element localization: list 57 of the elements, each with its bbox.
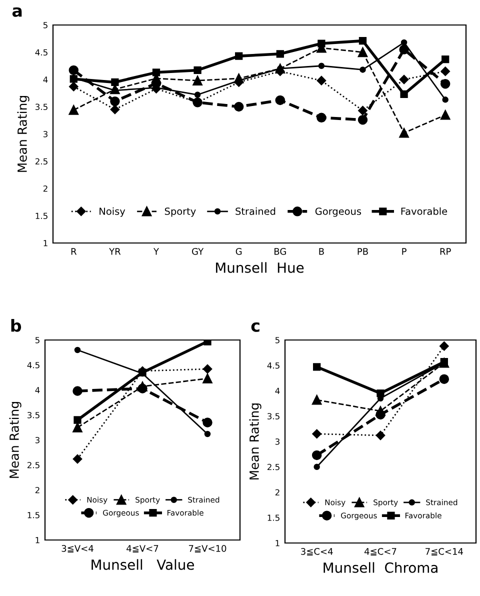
- x-axis-title: Munsell Hue: [216, 262, 304, 273]
- y-tick-label: 3.5: [36, 104, 48, 110]
- y-tick-label: 1: [44, 240, 48, 246]
- y-axis-title: Mean Rating: [249, 403, 262, 480]
- x-tick-label: G: [236, 248, 242, 255]
- y-tick-label: 4.5: [267, 362, 280, 369]
- y-axis-title: Mean Rating: [9, 402, 22, 478]
- y-tick-label: 1.5: [28, 512, 40, 518]
- y-tick-label: 2: [275, 489, 280, 496]
- x-tick-label: PB: [358, 248, 368, 255]
- x-tick-label: 7≦C<14: [426, 548, 463, 556]
- y-tick-label: 3: [43, 130, 48, 138]
- y-tick-label: 1: [36, 537, 40, 544]
- y-tick-label: 3.5: [268, 413, 280, 420]
- y-tick-label: 5: [275, 337, 280, 344]
- x-tick-label: R: [71, 248, 77, 255]
- y-tick-label: 4: [43, 76, 48, 83]
- y-tick-label: 4.5: [35, 49, 48, 56]
- chart-title: c: [251, 322, 260, 332]
- y-axis-title: Mean Rating: [17, 96, 30, 172]
- y-tick-label: 5: [35, 337, 40, 344]
- y-tick-label: 4: [35, 387, 40, 394]
- y-tick-label: 4.5: [27, 362, 40, 368]
- y-tick-label: 2.5: [267, 464, 280, 470]
- y-tick-label: 4: [275, 388, 280, 394]
- legend-label: Favorable: [401, 207, 448, 215]
- x-tick-label: RP: [440, 248, 451, 255]
- y-tick-label: 3: [275, 438, 280, 445]
- x-tick-label: BG: [274, 248, 286, 255]
- legend-label: Strained: [236, 207, 276, 215]
- x-tick-label: B: [319, 248, 324, 255]
- x-axis-title: Munsell Chroma: [324, 562, 438, 573]
- legend-label: Noisy: [100, 207, 126, 217]
- x-tick-label: 7≦V<10: [188, 545, 226, 552]
- y-tick-label: 3: [35, 436, 40, 444]
- y-tick-label: 2: [35, 486, 40, 494]
- x-tick-label: Y: [153, 248, 160, 255]
- legend-label: Gorgeous: [315, 208, 362, 217]
- legend-label: Sporty: [164, 208, 196, 217]
- y-tick-label: 1: [276, 540, 280, 546]
- x-tick-label: GY: [192, 248, 204, 255]
- y-tick-label: 3.5: [28, 412, 40, 418]
- x-tick-label: YR: [109, 248, 121, 255]
- x-tick-label: 4≦C<7: [364, 548, 396, 556]
- y-tick-label: 2.5: [35, 158, 48, 165]
- chart-title: b: [11, 319, 22, 332]
- x-tick-label: 3≦V<4: [62, 545, 94, 552]
- y-tick-label: 5: [43, 22, 48, 28]
- x-tick-label: 4≦V<7: [126, 545, 158, 552]
- x-tick-label: 3≦C<4: [301, 548, 333, 556]
- x-tick-label: P: [402, 248, 406, 255]
- y-tick-label: 2: [43, 185, 48, 192]
- chart-title: a: [12, 7, 22, 17]
- y-tick-label: 1.5: [268, 514, 280, 521]
- y-tick-label: 2.5: [27, 462, 40, 468]
- x-axis-title: Munsell Value: [92, 559, 194, 570]
- y-tick-label: 1.5: [36, 212, 48, 220]
